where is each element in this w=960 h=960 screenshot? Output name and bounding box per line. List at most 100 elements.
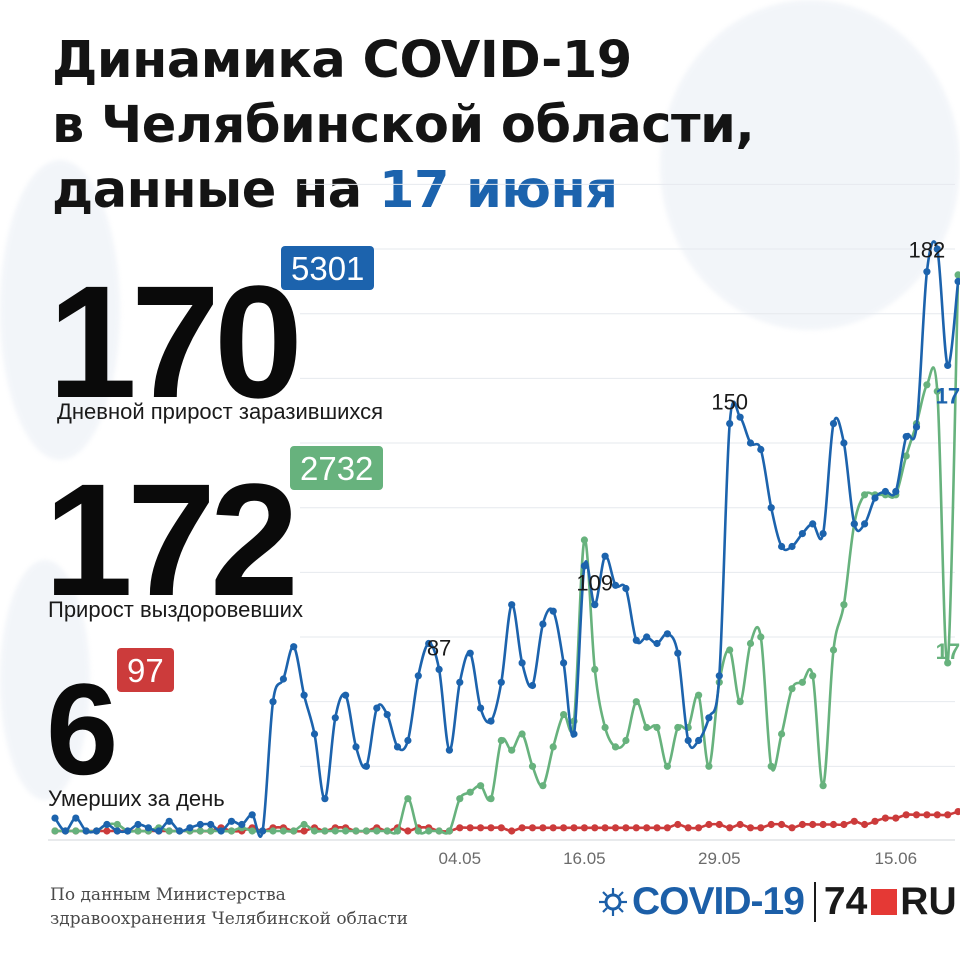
recovered-data-point — [788, 685, 796, 693]
deaths-daily-value: 6 — [46, 656, 118, 802]
infected-data-point — [445, 746, 453, 754]
deaths-data-point — [580, 824, 589, 832]
deaths-data-point — [477, 824, 485, 832]
recovered-data-point — [923, 381, 931, 389]
recovered-data-point — [778, 730, 786, 738]
deaths-data-point — [103, 827, 111, 835]
infected-data-point — [518, 659, 526, 667]
recovered-data-point — [829, 646, 838, 654]
recovered-data-point — [404, 795, 412, 803]
infected-data-point — [144, 824, 152, 832]
infected-data-point — [622, 584, 630, 593]
source-line-2: здравоохранения Челябинской области — [50, 909, 408, 929]
infected-data-point — [736, 413, 744, 421]
logo-red-square — [871, 889, 898, 915]
deaths-data-point — [300, 827, 308, 835]
recovered-data-point — [601, 723, 609, 732]
deaths-data-point — [881, 814, 890, 822]
infected-data-point — [705, 714, 713, 722]
infected-data-point — [393, 743, 402, 751]
infected-data-point — [881, 487, 890, 496]
recovered-data-point — [674, 723, 682, 732]
recovered-data-point — [113, 820, 121, 829]
infected-data-point — [82, 827, 90, 835]
infected-data-point — [373, 704, 381, 712]
infected-data-point — [279, 675, 287, 683]
recovered-data-point — [290, 827, 298, 835]
recovered-data-point — [373, 827, 381, 835]
infected-data-point — [196, 820, 204, 829]
recovered-data-point — [51, 827, 59, 835]
infected-data-point — [497, 678, 505, 686]
infected-data-point — [72, 814, 80, 822]
infected-data-point — [217, 827, 225, 835]
infected-data-point — [186, 824, 194, 832]
recovered-data-point — [269, 827, 277, 835]
recovered-data-point — [393, 827, 402, 835]
recovered-data-point — [227, 827, 236, 835]
background-decoration — [660, 0, 960, 330]
data-label: 170 — [936, 383, 960, 408]
title-line-3: данные на 17 июня — [52, 158, 754, 223]
recovered-daily-value: 172 — [44, 450, 299, 629]
infected-data-point — [726, 420, 734, 428]
deaths-data-point — [912, 811, 921, 819]
covid-74ru-logo: COVID-19 74 RU — [598, 876, 957, 928]
recovered-data-point — [528, 762, 537, 770]
infected-data-point — [300, 691, 308, 699]
infected-data-point — [570, 730, 578, 738]
infected-data-point — [124, 827, 132, 835]
recovered-data-point — [352, 827, 360, 835]
recovered-data-point — [902, 452, 910, 460]
deaths-data-point — [611, 824, 620, 832]
infected-data-point — [902, 433, 910, 441]
deaths-total-badge: 97 — [117, 648, 174, 692]
deaths-data-point — [840, 820, 848, 829]
infected-data-point — [861, 520, 869, 528]
logo-covid-text: COVID-19 — [632, 880, 805, 923]
deaths-data-point — [528, 824, 537, 832]
infected-data-point — [632, 636, 640, 644]
infected-data-point — [601, 552, 609, 560]
deaths-data-point — [674, 820, 682, 829]
recovered-data-point — [445, 827, 453, 835]
infected-data-point — [456, 678, 464, 686]
infected-data-point — [290, 643, 298, 651]
deaths-data-point — [850, 817, 858, 825]
infected-data-point — [259, 827, 267, 835]
deaths-data-point — [570, 824, 578, 832]
infected-data-point — [435, 665, 443, 674]
deaths-data-point — [653, 824, 661, 832]
recovered-data-point — [383, 827, 391, 835]
recovered-data-point — [736, 698, 744, 706]
recovered-data-point — [705, 762, 713, 770]
recovered-data-point — [331, 827, 339, 835]
recovered-data-point — [560, 711, 568, 719]
deaths-data-point — [746, 824, 755, 832]
infected-data-point — [528, 681, 537, 690]
infected-data-point — [643, 633, 651, 641]
recovered-data-point — [477, 782, 485, 790]
recovered-data-point — [539, 782, 547, 790]
infected-data-point — [757, 445, 765, 454]
deaths-data-point — [892, 814, 900, 822]
recovered-data-point — [362, 827, 370, 835]
deaths-data-point — [736, 820, 744, 829]
logo-74-text: 74 — [823, 880, 868, 923]
infected-data-point — [912, 423, 921, 431]
title-line-2: в Челябинской области, — [52, 96, 755, 155]
recovered-data-point — [196, 827, 204, 835]
title-line-1: Динамика COVID-19 — [52, 31, 632, 90]
deaths-data-point — [767, 820, 775, 829]
deaths-data-point — [798, 820, 807, 829]
deaths-data-point — [954, 808, 960, 816]
infected-data-point — [798, 530, 807, 538]
recovered-data-point — [809, 672, 817, 680]
recovered-data-point — [342, 827, 350, 835]
infected-data-point — [840, 439, 848, 447]
deaths-data-point — [778, 820, 786, 829]
deaths-data-point — [695, 824, 703, 832]
infected-data-point — [788, 542, 796, 551]
infected-data-point — [539, 620, 547, 628]
infected-data-point — [155, 827, 163, 835]
